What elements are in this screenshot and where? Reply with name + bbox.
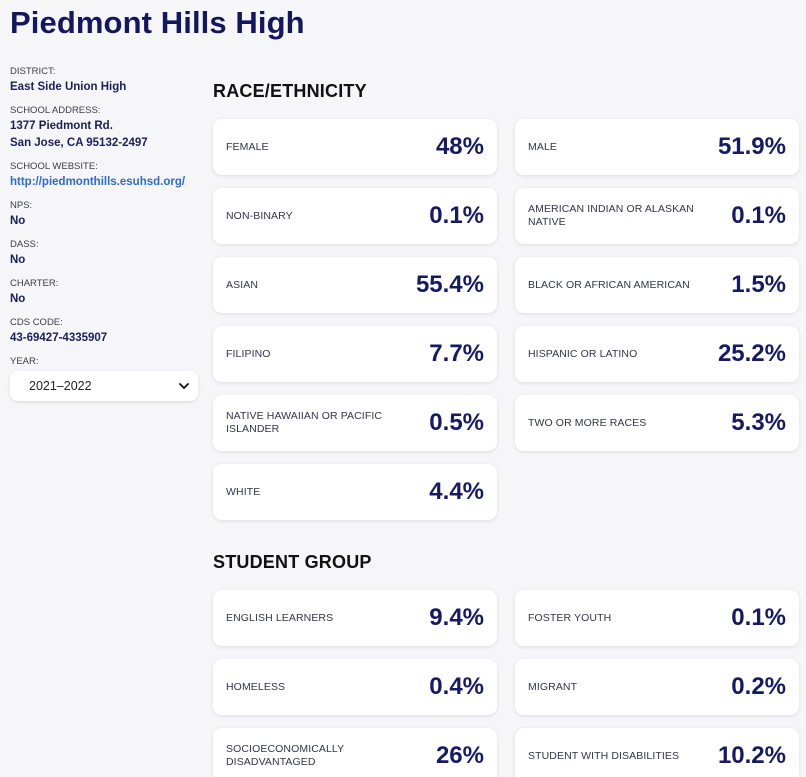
year-select[interactable]: 2021–2022 <box>10 371 198 401</box>
year-label: YEAR: <box>10 356 39 367</box>
stat-card: STUDENT WITH DISABILITIES 10.2% <box>515 728 799 777</box>
stat-value: 0.1% <box>731 202 786 229</box>
stat-label: FEMALE <box>226 140 269 153</box>
race-ethnicity-heading: RACE/ETHNICITY <box>213 81 367 101</box>
stat-value: 5.3% <box>731 409 786 436</box>
dass-value: No <box>10 254 26 266</box>
stat-value: 0.2% <box>731 673 786 700</box>
stat-value: 1.5% <box>731 271 786 298</box>
stat-label: MIGRANT <box>528 680 578 693</box>
stat-value: 48% <box>435 133 484 160</box>
charter-value: No <box>10 293 26 305</box>
stat-card: AMERICAN INDIAN OR ALASKAN NATIVE 0.1% <box>515 188 799 244</box>
stat-card: NATIVE HAWAIIAN OR PACIFIC ISLANDER 0.5% <box>213 395 497 451</box>
stat-value: 55.4% <box>415 271 484 298</box>
stat-label: AMERICAN INDIAN OR ALASKAN NATIVE <box>528 203 694 228</box>
stat-card: ENGLISH LEARNERS 9.4% <box>213 590 497 646</box>
stat-label: HOMELESS <box>226 680 286 693</box>
charter-label: CHARTER: <box>10 278 59 289</box>
school-info-sidebar: DISTRICT: East Side Union High SCHOOL AD… <box>10 66 198 401</box>
stat-value: 25.2% <box>717 340 786 367</box>
stat-label: WHITE <box>226 485 261 498</box>
stat-label: TWO OR MORE RACES <box>528 416 647 429</box>
stat-label: HISPANIC OR LATINO <box>528 347 638 360</box>
stat-label: ENGLISH LEARNERS <box>226 611 334 624</box>
stat-label: ASIAN <box>226 278 259 291</box>
stat-label: SOCIOECONOMICALLY DISADVANTAGED <box>226 743 345 768</box>
student-group-heading: STUDENT GROUP <box>213 552 372 572</box>
stat-value: 9.4% <box>429 604 484 631</box>
stat-value: 0.5% <box>429 409 484 436</box>
stat-label: FILIPINO <box>226 347 271 360</box>
nps-value: No <box>10 215 26 227</box>
school-website-link[interactable]: http://piedmonthills.esuhsd.org/ <box>10 176 186 188</box>
main-content: RACE/ETHNICITY FEMALE 48% MALE 51.9% NON-BIN… <box>213 80 799 777</box>
year-select-value: 2021–2022 <box>29 379 92 393</box>
stat-card: FILIPINO 7.7% <box>213 326 497 382</box>
address-label: SCHOOL ADDRESS: <box>10 105 101 116</box>
stat-label: MALE <box>528 140 557 153</box>
stat-value: 7.7% <box>429 340 484 367</box>
cds-code-value: 43-69427-4335907 <box>10 332 108 344</box>
stat-card: FEMALE 48% <box>213 119 497 175</box>
student-group-grid: ENGLISH LEARNERS 9.4% FOSTER YOUTH 0.1% HOME… <box>213 590 799 777</box>
stat-card: WHITE 4.4% <box>213 464 497 520</box>
dass-label: DASS: <box>10 239 39 250</box>
race-ethnicity-grid: FEMALE 48% MALE 51.9% NON-BINARY 0.1% AMERICAN… <box>213 119 799 520</box>
stat-card: HISPANIC OR LATINO 25.2% <box>515 326 799 382</box>
stat-card: HOMELESS 0.4% <box>213 659 497 715</box>
stat-card: FOSTER YOUTH 0.1% <box>515 590 799 646</box>
stat-card: ASIAN 55.4% <box>213 257 497 313</box>
stat-card: SOCIOECONOMICALLY DISADVANTAGED 26% <box>213 728 497 777</box>
stat-card: NON-BINARY 0.1% <box>213 188 497 244</box>
stat-card: BLACK OR AFRICAN AMERICAN 1.5% <box>515 257 799 313</box>
stat-card: MALE 51.9% <box>515 119 799 175</box>
stat-value: 26% <box>435 742 484 769</box>
stat-card: MIGRANT 0.2% <box>515 659 799 715</box>
stat-label: STUDENT WITH DISABILITIES <box>528 749 680 762</box>
stat-value: 0.4% <box>429 673 484 700</box>
website-label: SCHOOL WEBSITE: <box>10 161 98 172</box>
stat-value: 10.2% <box>717 742 786 769</box>
address-line1: 1377 Piedmont Rd. <box>10 120 113 132</box>
address-line2: San Jose, CA 95132-2497 <box>10 137 148 149</box>
stat-label: NATIVE HAWAIIAN OR PACIFIC ISLANDER <box>226 410 383 435</box>
stat-value: 0.1% <box>429 202 484 229</box>
stat-value: 4.4% <box>429 478 484 505</box>
stat-label: NON-BINARY <box>226 209 293 222</box>
stat-card: TWO OR MORE RACES 5.3% <box>515 395 799 451</box>
district-label: DISTRICT: <box>10 66 56 77</box>
nps-label: NPS: <box>10 200 33 211</box>
stat-value: 0.1% <box>731 604 786 631</box>
district-value: East Side Union High <box>10 81 127 93</box>
page-title: Piedmont Hills High <box>10 5 305 40</box>
stat-label: BLACK OR AFRICAN AMERICAN <box>528 278 690 291</box>
chevron-down-icon <box>179 383 189 389</box>
stat-value: 51.9% <box>717 133 786 160</box>
cds-code-label: CDS CODE: <box>10 317 63 328</box>
stat-label: FOSTER YOUTH <box>528 611 612 624</box>
